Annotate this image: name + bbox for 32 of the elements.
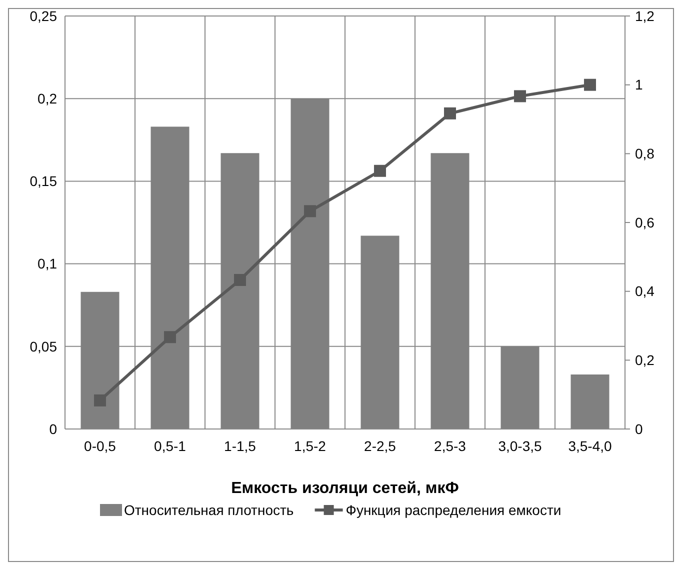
x-tick-label: 0,5-1 xyxy=(154,438,186,454)
point xyxy=(94,394,106,406)
x-tick-label: 3,0-3,5 xyxy=(498,438,542,454)
y-tick-label: 0,2 xyxy=(38,90,58,106)
y2-tick-label: 0,8 xyxy=(635,146,655,162)
x-tick-label: 1,5-2 xyxy=(294,438,326,454)
x-tick-label: 3,5-4,0 xyxy=(568,438,612,454)
point xyxy=(514,90,526,102)
point xyxy=(304,205,316,218)
point xyxy=(444,107,456,120)
point xyxy=(584,78,596,91)
y-tick-label: 0,25 xyxy=(30,8,58,24)
y2-tick-label: 1 xyxy=(635,76,643,93)
point xyxy=(234,274,246,286)
x-tick-label: 2-2,5 xyxy=(364,438,396,454)
y-tick-label: 0 xyxy=(49,420,58,437)
point xyxy=(374,164,386,177)
x-axis-title: Емкость изоляци сетей, мкФ xyxy=(231,480,460,497)
y-tick-label: 0,15 xyxy=(30,173,58,190)
point xyxy=(164,331,176,344)
y2-tick-label: 0,6 xyxy=(635,214,655,230)
y2-tick-label: 1,2 xyxy=(635,8,655,24)
y2-tick-label: 0 xyxy=(635,420,643,437)
y-tick-label: 0,1 xyxy=(38,256,58,272)
y-tick-label: 0,05 xyxy=(30,338,58,354)
y2-tick-label: 0,2 xyxy=(635,352,655,368)
x-tick-label: 1-1,5 xyxy=(224,438,256,454)
legend-label: Относительная плотность xyxy=(124,502,294,518)
legend-label: Функция распределения емкости xyxy=(346,502,562,518)
y2-tick-label: 0,4 xyxy=(635,283,655,300)
x-tick-label: 2,5-3 xyxy=(434,438,466,454)
x-tick-label: 0-0,5 xyxy=(84,438,116,454)
